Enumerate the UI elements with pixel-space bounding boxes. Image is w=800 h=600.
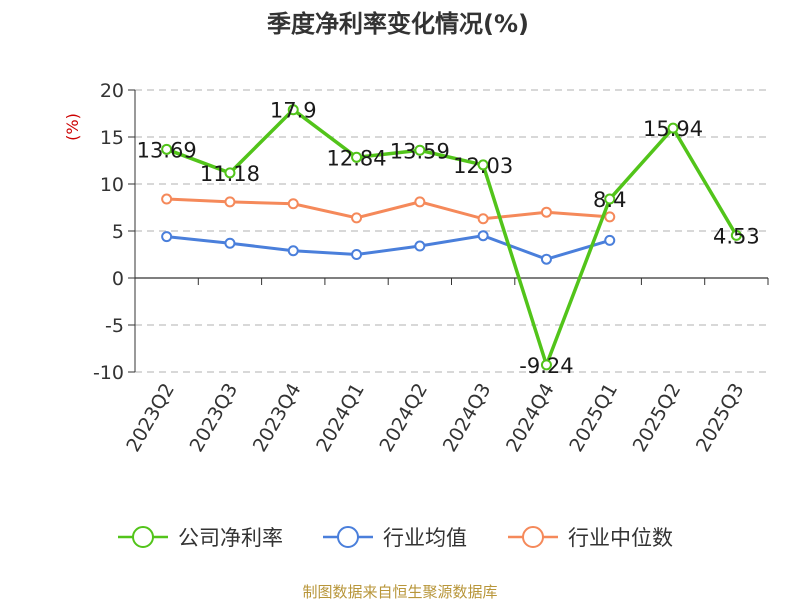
- y-tick-label: 20: [100, 80, 124, 102]
- data-label: 13.69: [137, 138, 197, 162]
- source-note: 制图数据来自恒生聚源数据库: [302, 583, 497, 600]
- x-tick-label: 2023Q4: [249, 380, 306, 456]
- x-tick-label: 2024Q2: [375, 380, 432, 456]
- data-label: 13.59: [390, 139, 450, 163]
- x-tick-label: 2025Q1: [565, 380, 622, 456]
- legend-marker: [132, 526, 154, 548]
- data-point: [287, 104, 299, 116]
- data-label: 8.4: [593, 188, 626, 212]
- y-tick-label: -5: [105, 315, 124, 337]
- data-label: 4.53: [713, 224, 760, 248]
- data-point: [540, 359, 552, 371]
- data-point: [730, 229, 742, 241]
- x-tick-label: 2025Q2: [629, 380, 686, 456]
- data-point: [351, 151, 363, 163]
- data-label: 15.94: [643, 117, 703, 141]
- data-point: [224, 237, 236, 249]
- y-tick-label: -10: [93, 362, 124, 384]
- data-point: [161, 143, 173, 155]
- grid-lines: [135, 89, 768, 373]
- data-point: [287, 198, 299, 210]
- x-tick-label: 2023Q3: [186, 380, 243, 456]
- x-tick-label: 2025Q3: [692, 380, 749, 456]
- y-axis-label: (%): [63, 113, 82, 141]
- data-point: [161, 193, 173, 205]
- data-point: [161, 231, 173, 243]
- data-point: [414, 144, 426, 156]
- data-point: [287, 245, 299, 257]
- data-point: [604, 193, 616, 205]
- legend: 公司净利率 行业均值 行业中位数: [118, 526, 673, 550]
- data-point: [477, 230, 489, 242]
- data-label: 12.03: [453, 154, 513, 178]
- series-group: [161, 104, 742, 371]
- data-label: 12.84: [326, 146, 386, 170]
- data-point: [351, 212, 363, 224]
- series-line: [166, 234, 611, 261]
- chart-title: 季度净利率变化情况(%): [267, 10, 529, 38]
- series-line: [166, 197, 610, 221]
- data-label: 11.18: [200, 162, 260, 186]
- data-label: -9.24: [519, 354, 573, 378]
- series-line: [166, 107, 738, 371]
- y-tick-label: 5: [112, 221, 124, 243]
- data-point: [477, 159, 489, 171]
- x-tick-label: 2024Q1: [312, 380, 369, 456]
- data-point: [540, 253, 552, 265]
- y-tick-label: 0: [112, 268, 124, 290]
- data-point: [540, 206, 552, 218]
- y-tick-label: 15: [100, 127, 124, 149]
- data-point: [604, 234, 616, 246]
- data-label: 17.9: [270, 99, 317, 123]
- x-tick-label: 2024Q3: [439, 380, 496, 456]
- data-point: [667, 122, 679, 134]
- y-tick-label: 10: [100, 174, 124, 196]
- data-point: [414, 240, 426, 252]
- data-point: [477, 213, 489, 225]
- legend-label: 公司净利率: [178, 526, 283, 550]
- legend-label: 行业中位数: [568, 526, 673, 550]
- legend-label: 行业均值: [383, 526, 467, 550]
- x-tick-label: 2023Q2: [122, 380, 179, 456]
- legend-marker: [522, 526, 544, 548]
- data-point: [351, 249, 363, 260]
- data-point: [414, 196, 426, 208]
- data-point: [604, 211, 616, 223]
- data-point: [224, 167, 236, 179]
- legend-marker: [337, 526, 359, 548]
- x-tick-label: 2024Q4: [502, 380, 559, 456]
- data-point: [224, 196, 236, 208]
